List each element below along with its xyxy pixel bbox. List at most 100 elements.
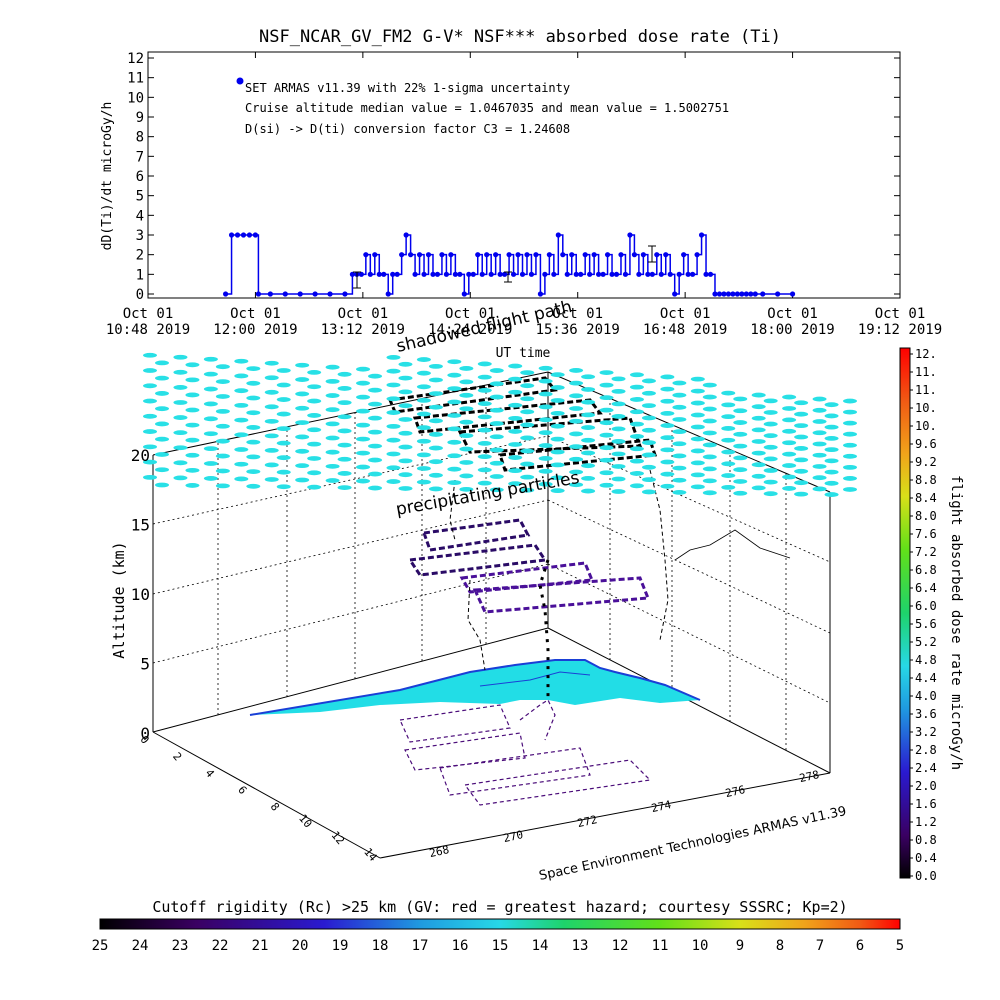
particle-marker	[416, 370, 431, 376]
particle-marker	[356, 380, 371, 386]
particle-marker	[203, 371, 218, 377]
data-point	[412, 271, 418, 277]
data-point	[560, 252, 566, 258]
particle-marker	[428, 472, 443, 478]
particle-marker	[295, 391, 310, 397]
y-tick-label: 2	[136, 248, 144, 264]
particle-marker	[824, 435, 839, 441]
particle-marker	[489, 460, 504, 466]
altitude-tick-label: 10	[131, 585, 150, 604]
particle-marker	[690, 388, 705, 394]
particle-marker	[581, 374, 596, 380]
data-point	[349, 271, 356, 277]
error-bars	[353, 245, 656, 289]
particle-marker	[629, 483, 644, 489]
particle-marker	[337, 442, 352, 448]
latitude-tick-label: 4	[203, 767, 217, 781]
y-tick-label: 9	[136, 110, 144, 126]
particle-marker	[508, 481, 523, 487]
particle-marker	[794, 480, 809, 486]
data-point	[618, 252, 624, 258]
longitude-tick-label: 268	[428, 843, 450, 860]
particle-marker	[751, 427, 766, 433]
data-point	[240, 232, 247, 238]
particle-marker	[611, 476, 626, 482]
particle-marker	[428, 486, 443, 492]
colorbar-tick-label: 5.2	[915, 635, 937, 649]
data-point	[297, 291, 303, 297]
data-point	[399, 252, 405, 258]
particle-marker	[794, 446, 809, 451]
particle-marker	[295, 377, 310, 382]
particle-marker	[143, 398, 157, 404]
particle-marker	[763, 421, 778, 427]
altitude-tick-label: 0	[140, 724, 150, 743]
particle-marker	[538, 430, 553, 436]
data-point	[587, 271, 593, 277]
data-point	[707, 271, 714, 277]
x-tick-time: 16:48 2019	[643, 322, 727, 338]
particle-marker	[824, 480, 839, 486]
colorbar-tick-label: 1.6	[915, 797, 937, 811]
particle-marker	[763, 456, 778, 462]
data-point	[537, 291, 544, 297]
data-point	[542, 271, 548, 277]
particle-marker	[264, 418, 279, 424]
particle-marker	[569, 431, 584, 437]
particle-marker	[215, 394, 230, 399]
data-point	[470, 271, 476, 277]
data-point	[528, 271, 535, 277]
data-point	[636, 271, 642, 277]
data-point	[408, 252, 414, 258]
cutoff-rigidity-ticks: 25 24 23 22 21 20 19 18 17 16 15 14 13 12 11 10 9 8 7 6 5	[92, 938, 905, 954]
particle-marker	[398, 444, 413, 450]
particle-marker	[276, 484, 291, 490]
data-point	[569, 252, 575, 258]
data-point	[578, 271, 584, 277]
particle-marker	[812, 407, 827, 413]
particle-marker	[264, 462, 279, 468]
particle-marker	[672, 465, 687, 471]
particle-marker	[356, 464, 371, 470]
data-point	[627, 232, 633, 238]
particle-marker	[447, 453, 462, 459]
colorbar-tick-label: 2.0	[915, 779, 937, 793]
particle-marker	[611, 426, 626, 432]
annotation-conversion-factor: D(si) -> D(ti) conversion factor C3 = 1.…	[245, 122, 570, 136]
data-point	[582, 252, 588, 258]
particle-marker	[325, 435, 340, 441]
particle-marker	[660, 483, 675, 489]
particle-marker	[307, 484, 322, 490]
longitude-tick-label: 272	[576, 813, 598, 830]
particle-marker	[398, 389, 413, 395]
particle-marker	[641, 440, 656, 446]
particle-marker	[307, 384, 322, 390]
particle-marker	[325, 463, 340, 469]
particle-marker	[550, 423, 565, 429]
particle-marker	[782, 486, 797, 491]
y-tick-label: 4	[136, 208, 144, 224]
particle-marker	[215, 423, 230, 429]
cutoff-rigidity-title: Cutoff rigidity (Rc) >25 km (GV: red = g…	[152, 898, 847, 916]
cutoff-tick-label: 12	[612, 938, 629, 954]
x-tick-date: Oct 01	[445, 306, 496, 322]
particle-marker	[812, 396, 827, 402]
colorbar-tick-label: 4.0	[915, 689, 937, 703]
particle-marker	[459, 419, 474, 425]
particle-marker	[599, 470, 614, 476]
particle-marker	[508, 415, 523, 421]
cutoff-tick-label: 15	[492, 938, 509, 954]
particle-marker	[325, 407, 340, 413]
particle-marker	[295, 477, 310, 483]
particle-marker	[416, 452, 431, 458]
cutoff-tick-label: 24	[132, 938, 149, 954]
particle-marker	[690, 436, 705, 442]
data-point	[555, 232, 561, 238]
latitude-tick-label: 8	[268, 800, 282, 813]
particle-marker	[307, 456, 322, 461]
data-point	[222, 291, 229, 297]
particle-marker	[203, 356, 218, 362]
altitude-tick-label: 5	[140, 655, 150, 674]
particle-marker	[447, 359, 462, 365]
particle-marker	[428, 391, 443, 397]
